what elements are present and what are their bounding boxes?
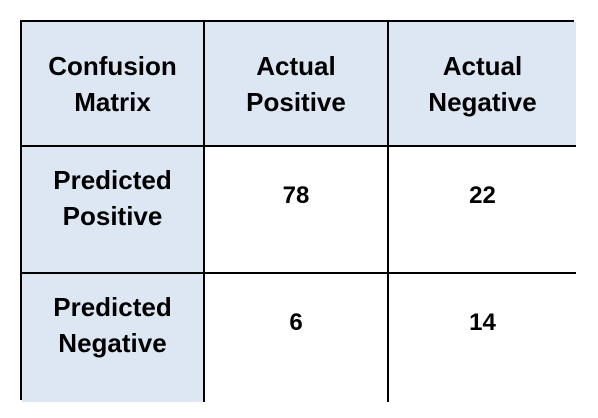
- column-header-actual-negative: Actual Negative: [389, 22, 576, 147]
- corner-header-cell: Confusion Matrix: [22, 22, 205, 147]
- row-header-predicted-negative: Predicted Negative: [22, 274, 205, 402]
- cell-value: 14: [469, 309, 496, 336]
- row-header-predicted-positive: Predicted Positive: [22, 147, 205, 274]
- cell-false-positive: 22: [389, 147, 576, 274]
- corner-label: Confusion Matrix: [48, 50, 177, 117]
- cell-false-negative: 6: [205, 274, 389, 402]
- column-header-label: Actual Positive: [246, 50, 346, 117]
- cell-value: 78: [282, 182, 310, 209]
- row-header-label: Predicted Positive: [53, 165, 172, 231]
- confusion-matrix-table: Confusion Matrix Actual Positive Actual …: [20, 20, 576, 402]
- cell-value: 6: [289, 309, 303, 336]
- column-header-label: Actual Negative: [428, 50, 537, 117]
- cell-true-negative: 14: [389, 274, 576, 402]
- cell-true-positive: 78: [205, 147, 389, 274]
- cell-value: 22: [469, 182, 496, 209]
- row-header-label: Predicted Negative: [53, 292, 172, 358]
- column-header-actual-positive: Actual Positive: [205, 22, 389, 147]
